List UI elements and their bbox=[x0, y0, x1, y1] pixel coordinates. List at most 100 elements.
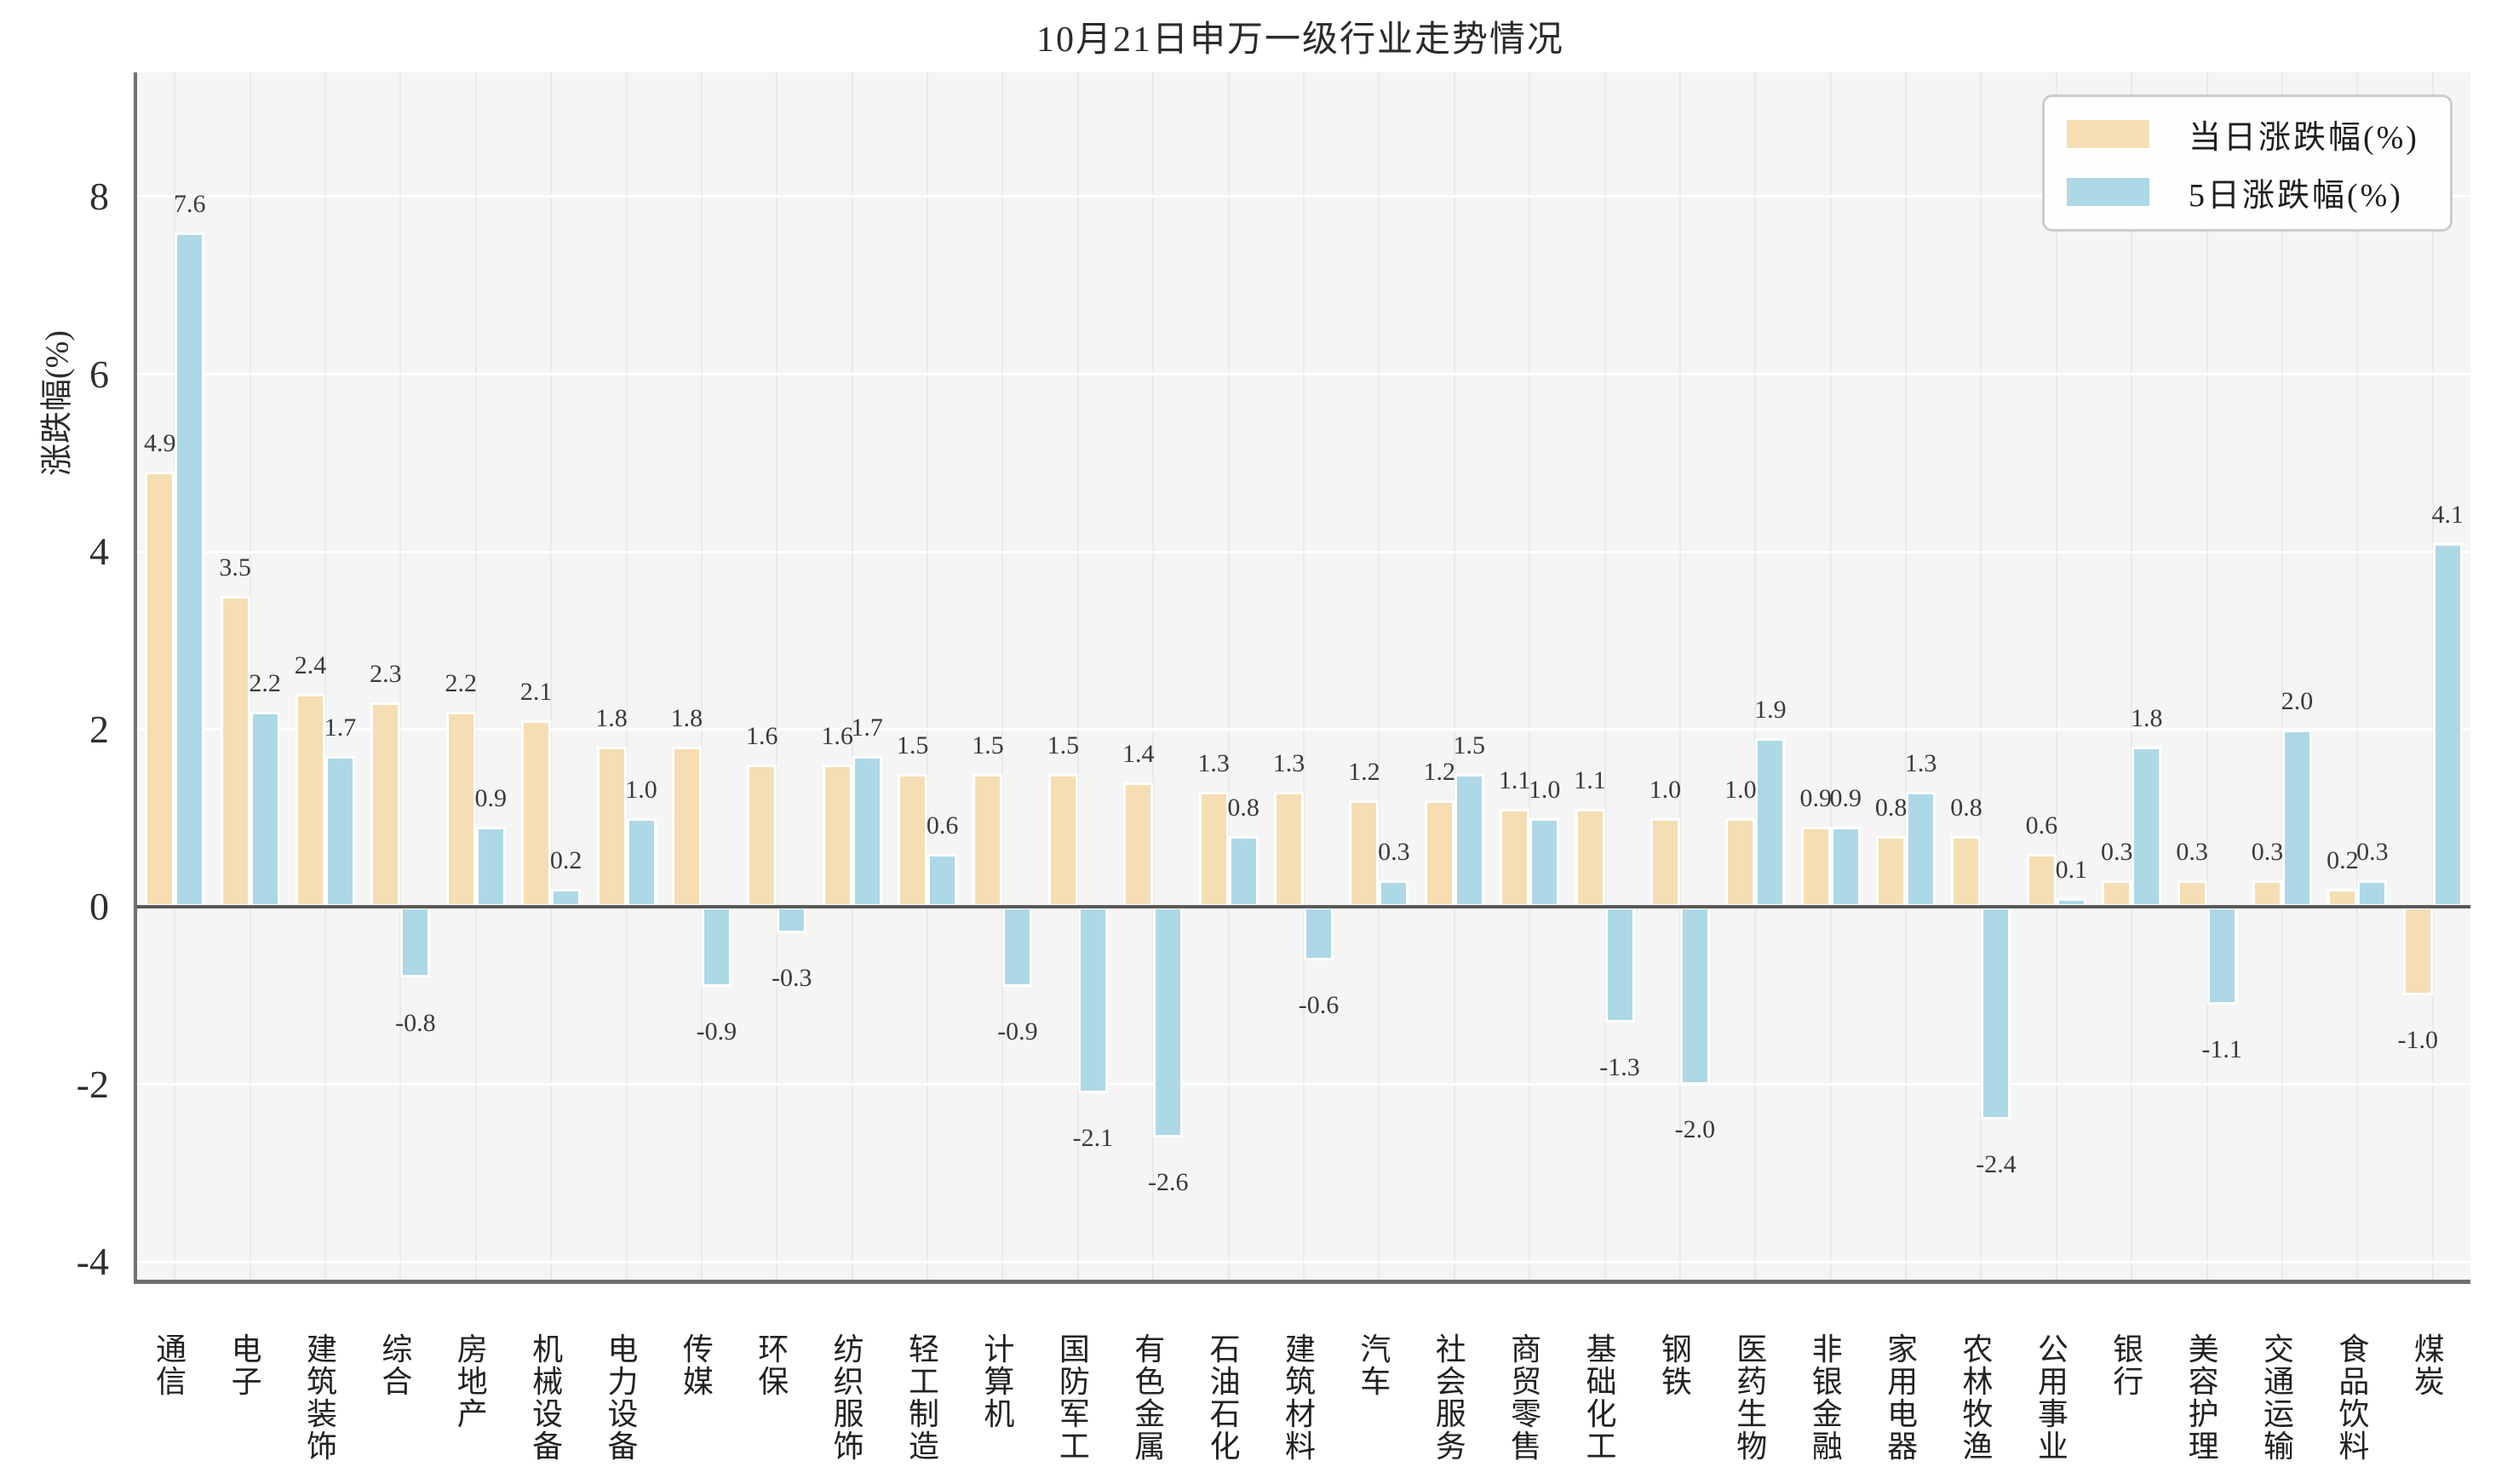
five-day-bar bbox=[2131, 747, 2162, 908]
x-category-label: 基 础 化 工 bbox=[1586, 1332, 1617, 1464]
five-day-bar bbox=[2432, 542, 2463, 908]
bar-value-label: 1.1 bbox=[1574, 766, 1606, 795]
five-day-bar bbox=[551, 889, 582, 908]
x-category-label: 商 贸 零 售 bbox=[1511, 1332, 1542, 1464]
bar-value-label: 0.6 bbox=[926, 811, 959, 839]
v-gridline bbox=[927, 72, 929, 1280]
daily-bar bbox=[2402, 907, 2433, 996]
bar-value-label: 1.4 bbox=[1122, 740, 1155, 769]
x-category-label: 传 媒 bbox=[682, 1332, 714, 1399]
v-gridline bbox=[2206, 72, 2208, 1280]
legend-label-5day: 5日涨跌幅(%) bbox=[2189, 177, 2403, 214]
x-category-label: 公 用 事 业 bbox=[2037, 1332, 2068, 1464]
x-category-label: 电 子 bbox=[231, 1332, 262, 1399]
y-tick-label: 6 bbox=[89, 352, 109, 396]
bar-value-label: 2.1 bbox=[519, 678, 553, 707]
bar-value-label: -2.4 bbox=[1976, 1150, 2017, 1179]
five-day-bar bbox=[1002, 907, 1033, 987]
daily-bar bbox=[2026, 853, 2057, 908]
five-day-bar bbox=[1153, 907, 1184, 1138]
bar-value-label: 1.2 bbox=[1348, 757, 1380, 786]
y-axis-label: 涨跌幅(%) bbox=[39, 330, 76, 476]
bar-value-label: 1.5 bbox=[972, 731, 1004, 759]
daily-bar bbox=[972, 773, 1003, 908]
bar-value-label: -2.6 bbox=[1147, 1168, 1189, 1197]
v-gridline bbox=[1227, 72, 1230, 1280]
five-day-bar bbox=[1529, 817, 1560, 908]
bar-value-label: -0.6 bbox=[1298, 990, 1340, 1019]
legend-item-5day: 5日涨跌幅(%) bbox=[2067, 169, 2428, 215]
bar-value-label: 4.9 bbox=[143, 429, 176, 458]
bar-value-label: -2.0 bbox=[1674, 1114, 1716, 1143]
bar-value-label: 1.6 bbox=[746, 722, 778, 751]
bar-value-label: 0.9 bbox=[1799, 784, 1832, 813]
plot-area: 4.9 7.6 3.5 2.2 2.4 1.7 2.3 -0.8 2.2 0.9 2.1 0.2 1.8… bbox=[134, 72, 2470, 1284]
five-day-bar bbox=[1755, 737, 1786, 908]
bar-value-label: 2.2 bbox=[445, 668, 477, 697]
bar-value-label: 3.5 bbox=[219, 553, 251, 582]
v-gridline bbox=[550, 72, 553, 1280]
bar-value-label: 1.7 bbox=[851, 713, 883, 742]
bar-value-label: 0.9 bbox=[474, 784, 507, 813]
bar-value-label: 0.3 bbox=[2251, 837, 2284, 866]
h-gridline bbox=[137, 195, 2470, 198]
bar-value-label: 1.1 bbox=[1498, 766, 1531, 795]
y-tick-label: -2 bbox=[76, 1062, 109, 1106]
x-category-label: 房 地 产 bbox=[456, 1332, 488, 1431]
five-day-bar bbox=[2357, 880, 2388, 908]
legend-swatch-daily-icon bbox=[2067, 120, 2149, 149]
bar-value-label: 1.5 bbox=[1453, 731, 1486, 759]
bar-value-label: 1.8 bbox=[670, 704, 703, 733]
x-category-label: 国 防 军 工 bbox=[1059, 1332, 1090, 1464]
bar-value-label: 1.0 bbox=[625, 775, 657, 804]
bar-value-label: 1.5 bbox=[1047, 731, 1080, 759]
bar-value-label: 0.2 bbox=[549, 846, 582, 875]
y-tick-label: -4 bbox=[76, 1240, 109, 1284]
bar-value-label: 0.3 bbox=[2176, 837, 2208, 866]
bar-value-label: 1.5 bbox=[896, 731, 929, 759]
daily-bar bbox=[1198, 791, 1229, 908]
daily-bar bbox=[521, 720, 552, 908]
v-gridline bbox=[1453, 72, 1455, 1280]
legend-item-daily: 当日涨跌幅(%) bbox=[2067, 111, 2428, 158]
bar-value-label: -2.1 bbox=[1072, 1124, 1114, 1153]
five-day-bar bbox=[175, 232, 205, 908]
bar-value-label: 4.1 bbox=[2431, 500, 2464, 529]
bar-value-label: -0.9 bbox=[997, 1017, 1038, 1046]
bar-value-label: 1.0 bbox=[1528, 775, 1561, 804]
daily-bar bbox=[1274, 791, 1304, 908]
v-gridline bbox=[1378, 72, 1380, 1280]
five-day-bar bbox=[2206, 907, 2237, 1005]
bar-value-label: 1.3 bbox=[1272, 748, 1305, 777]
v-gridline bbox=[2356, 72, 2359, 1280]
v-gridline bbox=[399, 72, 402, 1280]
x-category-label: 家 用 电 器 bbox=[1887, 1332, 1919, 1464]
bar-value-label: 1.9 bbox=[1754, 695, 1787, 724]
five-day-bar bbox=[626, 817, 657, 908]
v-gridline bbox=[1829, 72, 1832, 1280]
daily-bar bbox=[747, 765, 777, 908]
daily-bar bbox=[1424, 799, 1454, 908]
five-day-bar bbox=[927, 853, 958, 908]
bar-value-label: 1.8 bbox=[595, 704, 628, 733]
five-day-bar bbox=[250, 711, 280, 908]
v-gridline bbox=[1980, 72, 1982, 1280]
bar-value-label: 2.2 bbox=[249, 668, 281, 697]
h-gridline bbox=[137, 1083, 2470, 1086]
five-day-bar bbox=[852, 755, 882, 908]
x-category-label: 煤 炭 bbox=[2413, 1332, 2445, 1399]
bar-value-label: 1.0 bbox=[1649, 775, 1682, 804]
daily-bar bbox=[2177, 880, 2207, 908]
bar-value-label: 1.7 bbox=[324, 713, 357, 742]
v-gridline bbox=[776, 72, 778, 1280]
v-gridline bbox=[474, 72, 477, 1280]
daily-bar bbox=[220, 596, 250, 908]
x-category-label: 机 械 设 备 bbox=[532, 1332, 564, 1464]
v-gridline bbox=[1152, 72, 1155, 1280]
x-category-label: 建 筑 材 料 bbox=[1284, 1332, 1316, 1464]
bar-value-label: 0.2 bbox=[2327, 846, 2359, 875]
daily-bar bbox=[295, 693, 325, 908]
bar-value-label: 0.8 bbox=[1874, 793, 1908, 822]
v-gridline bbox=[625, 72, 628, 1280]
